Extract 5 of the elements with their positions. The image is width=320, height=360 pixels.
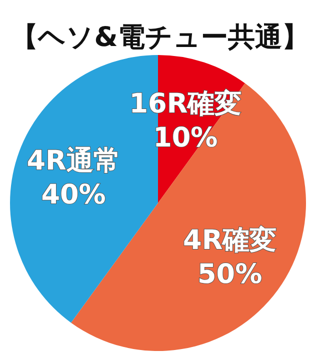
- chart-title: 【ヘソ&電チュー共通】: [11, 22, 309, 53]
- slice-label: 4R確変: [183, 225, 277, 256]
- data-label: 40%: [41, 180, 106, 211]
- slice-label: 4R通常: [26, 146, 120, 177]
- data-label: 50%: [198, 259, 262, 290]
